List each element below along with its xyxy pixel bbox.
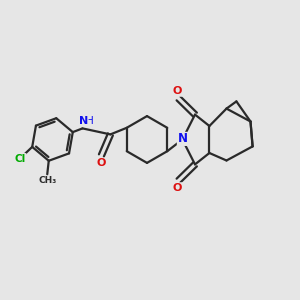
- Text: O: O: [173, 86, 182, 96]
- Text: N: N: [177, 132, 188, 146]
- Text: O: O: [96, 158, 106, 168]
- Text: Cl: Cl: [15, 154, 26, 164]
- Text: O: O: [173, 183, 182, 193]
- Text: H: H: [86, 116, 94, 127]
- Text: N: N: [79, 116, 88, 127]
- Text: CH₃: CH₃: [38, 176, 56, 185]
